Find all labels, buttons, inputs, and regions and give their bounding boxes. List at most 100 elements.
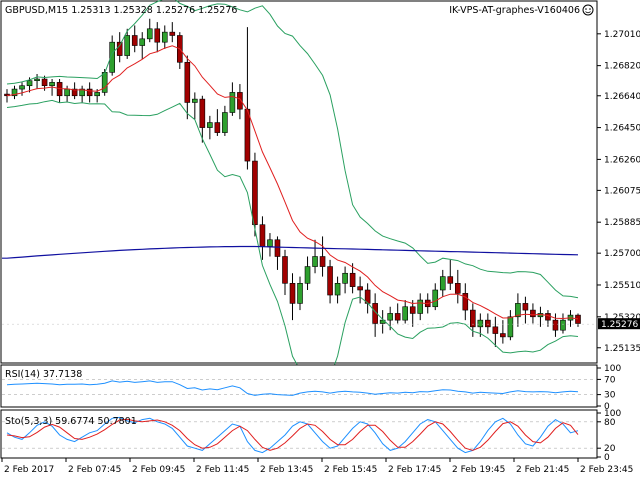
candle xyxy=(252,160,258,225)
candle xyxy=(192,98,198,103)
indicator-tick-label: 80 xyxy=(604,418,616,428)
candle xyxy=(19,85,25,90)
candle xyxy=(447,276,454,284)
current-price-badge: 1.25276 xyxy=(598,318,640,330)
time-tick-label: 2 Feb 13:45 xyxy=(260,465,313,475)
candle xyxy=(500,333,506,338)
candle xyxy=(334,283,341,296)
indicator-series-line xyxy=(6,418,579,451)
candle xyxy=(64,88,70,97)
price-tick-label: 1.27010 xyxy=(604,30,640,40)
candle xyxy=(319,256,326,267)
candle xyxy=(417,299,424,314)
indicator-tick-label: 0 xyxy=(604,453,610,463)
candle xyxy=(357,286,363,291)
candle xyxy=(34,78,40,81)
candle xyxy=(304,266,311,284)
candle xyxy=(289,283,296,304)
candle xyxy=(507,316,514,338)
candle xyxy=(522,303,529,311)
candle xyxy=(11,88,18,97)
price-axis[interactable]: 1.27010 1.26820 1.26640 1.26450 1.26260 1.260… xyxy=(597,30,640,354)
indicator-tick-label: 0 xyxy=(604,402,610,412)
price-tick-label: 1.25700 xyxy=(604,249,640,259)
candle xyxy=(71,88,78,97)
time-tick-label: 2 Feb 17:45 xyxy=(388,465,441,475)
candle xyxy=(109,41,115,73)
candle xyxy=(169,31,176,36)
candle xyxy=(26,80,33,87)
price-tick-label: 1.25320 xyxy=(604,313,640,323)
candle xyxy=(79,88,85,97)
candle xyxy=(154,28,161,43)
price-tick-label: 1.25510 xyxy=(604,281,640,291)
candle xyxy=(349,272,356,287)
price-tick-label: 1.26450 xyxy=(604,124,640,134)
candle xyxy=(492,326,499,334)
indicator-lines xyxy=(2,0,597,380)
candle xyxy=(312,256,318,267)
candle xyxy=(86,88,93,97)
indicator-tick-label: 20 xyxy=(604,444,616,454)
candle xyxy=(146,28,153,40)
candles-group xyxy=(4,18,581,347)
candle xyxy=(372,303,378,324)
indicator-tick-label: 100 xyxy=(604,364,621,374)
price-tick-label: 1.26260 xyxy=(604,155,640,165)
time-axis[interactable]: 2 Feb 2017 2 Feb 07:45 2 Feb 09:45 2 Feb 11… xyxy=(1,458,633,475)
stochastic-title: Sto(5,3,3) 59.6774 50.7801 xyxy=(5,416,137,427)
stochastic-lines xyxy=(2,416,596,454)
candle xyxy=(161,31,168,43)
candle xyxy=(184,61,191,103)
candle xyxy=(49,82,55,87)
indicator-tick-label: 70 xyxy=(604,375,616,385)
candle xyxy=(327,266,333,296)
candle xyxy=(432,289,439,308)
rsi-pane[interactable] xyxy=(0,364,598,408)
candle xyxy=(229,92,236,113)
moving-average-fast xyxy=(6,45,579,320)
current-price-label: 1.25276 xyxy=(601,320,638,330)
symbol-info: GBPUSD,M15 1.25313 1.25328 1.25276 1.252… xyxy=(5,5,237,16)
candle xyxy=(462,293,469,311)
candle xyxy=(207,122,213,128)
price-tick-label: 1.26640 xyxy=(604,92,640,102)
price-tick-label: 1.25135 xyxy=(604,344,640,354)
candle xyxy=(259,224,266,247)
rsi-lines xyxy=(2,379,596,396)
candle xyxy=(485,319,491,328)
moving-average-slow xyxy=(2,245,579,259)
indicator-tick-label: 100 xyxy=(604,409,621,419)
stochastic-pane[interactable] xyxy=(0,409,598,459)
candle xyxy=(439,276,446,291)
candle xyxy=(545,313,551,321)
candle xyxy=(575,314,581,324)
candle xyxy=(387,313,393,321)
candle xyxy=(124,35,131,56)
time-tick-label: 2 Feb 23:45 xyxy=(580,465,633,475)
candle xyxy=(342,272,348,284)
candle xyxy=(530,309,536,318)
bollinger-upper xyxy=(6,0,579,299)
candle xyxy=(244,108,251,162)
smiley-face-icon[interactable] xyxy=(582,4,594,16)
indicator-series-line xyxy=(6,416,579,454)
time-tick-label: 2 Feb 2017 xyxy=(4,465,54,475)
candle xyxy=(267,239,273,247)
indicator-tick-label: 30 xyxy=(604,391,616,401)
price-tick-label: 1.26820 xyxy=(604,62,640,72)
time-tick-label: 2 Feb 15:45 xyxy=(324,465,377,475)
candle xyxy=(454,283,461,294)
time-tick-label: 2 Feb 11:45 xyxy=(196,465,249,475)
rsi-title: RSI(14) 37.7138 xyxy=(5,369,82,380)
candle xyxy=(282,256,288,284)
candle xyxy=(409,306,416,314)
time-tick-label: 2 Feb 19:45 xyxy=(452,465,505,475)
candle xyxy=(131,35,138,46)
price-tick-label: 1.25885 xyxy=(604,218,640,228)
price-pane[interactable] xyxy=(0,0,598,364)
time-tick-label: 2 Feb 21:45 xyxy=(516,465,569,475)
